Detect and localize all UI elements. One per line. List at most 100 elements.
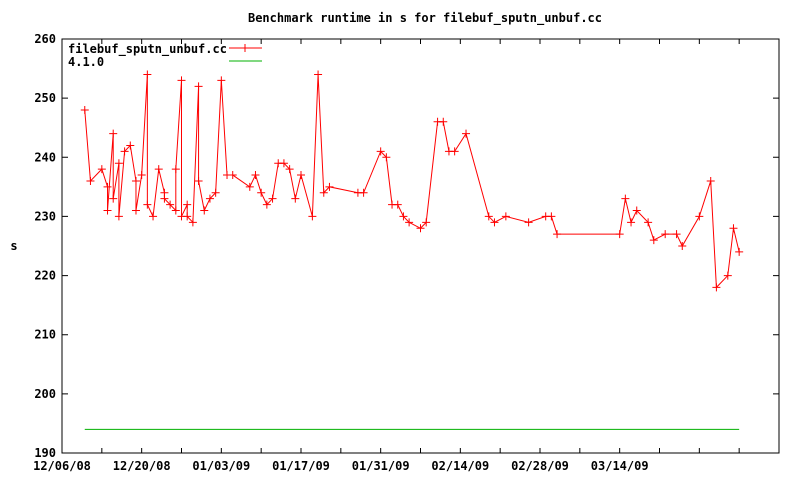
- y-tick-label: 230: [34, 209, 56, 223]
- data-point-marker: [695, 212, 704, 221]
- legend-marker-series-0: [241, 44, 249, 52]
- series-line-0: [84, 74, 740, 289]
- data-point-marker: [137, 171, 146, 180]
- data-point-marker: [200, 206, 209, 215]
- data-point-marker: [251, 171, 260, 180]
- data-point-marker: [114, 212, 123, 221]
- y-tick-label: 260: [34, 32, 56, 46]
- data-point-marker: [672, 230, 681, 239]
- x-tick-label: 02/28/09: [511, 459, 569, 473]
- chart-title: Benchmark runtime in s for filebuf_sputn…: [248, 11, 602, 26]
- data-point-marker: [644, 218, 653, 227]
- data-point-marker: [416, 224, 425, 233]
- axes: 190 200 210 220 230 240 250 260 12/06/08 12/20/08…: [33, 32, 780, 473]
- data-point-marker: [712, 283, 721, 292]
- data-point-marker: [729, 224, 738, 233]
- data-point-marker: [143, 200, 152, 209]
- data-point-marker: [649, 236, 658, 245]
- x-tick-label: 03/14/09: [591, 459, 649, 473]
- data-point-marker: [285, 165, 294, 174]
- data-point-marker: [183, 200, 192, 209]
- x-tick-label: 01/31/09: [352, 459, 410, 473]
- data-point-marker: [661, 230, 670, 239]
- data-point-marker: [325, 182, 334, 191]
- data-point-marker: [382, 153, 391, 162]
- data-point-marker: [405, 218, 414, 227]
- y-tick-label: 200: [34, 387, 56, 401]
- data-point-marker: [553, 230, 562, 239]
- y-tick-label: 250: [34, 91, 56, 105]
- data-point-marker: [257, 188, 266, 197]
- data-point-marker: [291, 194, 300, 203]
- data-point-marker: [149, 212, 158, 221]
- y-tick-label: 210: [34, 328, 56, 342]
- data-point-marker: [177, 76, 186, 85]
- plot-frame: [61, 38, 780, 454]
- data-point-marker: [678, 242, 687, 250]
- legend-label-series-0: filebuf_sputn_unbuf.cc: [68, 42, 227, 57]
- data-point-marker: [211, 188, 220, 197]
- data-point-marker: [735, 247, 744, 256]
- data-point-marker: [245, 182, 254, 191]
- y-tick-label: 240: [34, 150, 56, 164]
- y-axis-label: s: [10, 239, 17, 253]
- data-point-marker: [166, 200, 175, 209]
- data-point-marker: [268, 194, 277, 203]
- data-point-marker: [86, 176, 95, 185]
- data-point-marker: [126, 141, 135, 150]
- data-point-marker: [621, 194, 630, 203]
- data-point-marker: [524, 218, 533, 227]
- data-point-marker: [131, 206, 140, 215]
- data-point-marker: [109, 129, 118, 138]
- data-point-marker: [376, 147, 385, 156]
- y-tick-label: 190: [34, 446, 56, 460]
- data-point-marker: [160, 194, 169, 203]
- data-point-marker: [131, 176, 140, 185]
- data-point-marker: [462, 129, 471, 138]
- x-tick-label: 01/03/09: [192, 459, 250, 473]
- y-tick-label: 220: [34, 269, 56, 283]
- data-point-marker: [109, 194, 118, 203]
- data-point-marker: [422, 218, 431, 227]
- data-point-marker: [308, 212, 317, 221]
- data-point-marker: [314, 70, 323, 79]
- data-point-marker: [188, 218, 197, 227]
- data-point-marker: [143, 70, 152, 79]
- data-point-marker: [359, 188, 368, 197]
- data-point-marker: [80, 105, 89, 114]
- data-point-marker: [615, 230, 624, 239]
- series-layer: [80, 70, 744, 430]
- data-point-marker: [205, 194, 214, 203]
- data-point-marker: [114, 159, 123, 168]
- x-tick-label: 02/14/09: [431, 459, 489, 473]
- x-tick-label: 01/17/09: [272, 459, 330, 473]
- data-point-marker: [103, 182, 112, 191]
- data-point-marker: [217, 76, 226, 85]
- data-point-marker: [194, 176, 203, 185]
- data-point-marker: [262, 200, 271, 209]
- data-point-marker: [103, 206, 112, 215]
- data-point-marker: [319, 188, 328, 197]
- data-point-marker: [450, 147, 459, 156]
- data-point-marker: [120, 147, 129, 156]
- data-point-marker: [393, 200, 402, 209]
- data-point-marker: [484, 212, 493, 221]
- data-point-marker: [154, 165, 163, 174]
- data-point-marker: [501, 212, 510, 221]
- legend: filebuf_sputn_unbuf.cc 4.1.0: [68, 42, 262, 69]
- data-point-marker: [439, 117, 448, 126]
- data-point-marker: [632, 206, 641, 215]
- data-point-marker: [627, 218, 636, 227]
- data-point-marker: [399, 212, 408, 221]
- data-point-marker: [279, 159, 288, 168]
- data-point-marker: [297, 171, 305, 180]
- data-point-marker: [228, 171, 237, 180]
- data-point-marker: [97, 165, 106, 174]
- data-point-marker: [171, 206, 180, 215]
- data-point-marker: [723, 271, 732, 280]
- data-point-marker: [171, 165, 180, 174]
- data-point-marker: [183, 212, 192, 221]
- legend-label-series-1: 4.1.0: [68, 55, 104, 69]
- x-tick-label: 12/06/08: [33, 459, 91, 473]
